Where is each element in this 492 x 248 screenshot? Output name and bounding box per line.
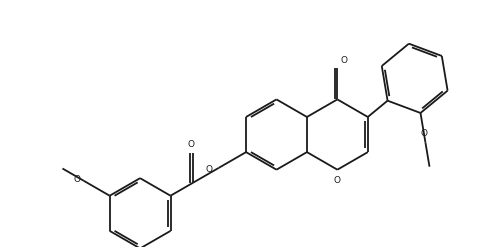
- Text: O: O: [187, 140, 194, 150]
- Text: O: O: [205, 165, 213, 174]
- Text: O: O: [340, 56, 347, 65]
- Text: O: O: [73, 175, 80, 184]
- Text: O: O: [334, 176, 341, 185]
- Text: O: O: [420, 129, 427, 138]
